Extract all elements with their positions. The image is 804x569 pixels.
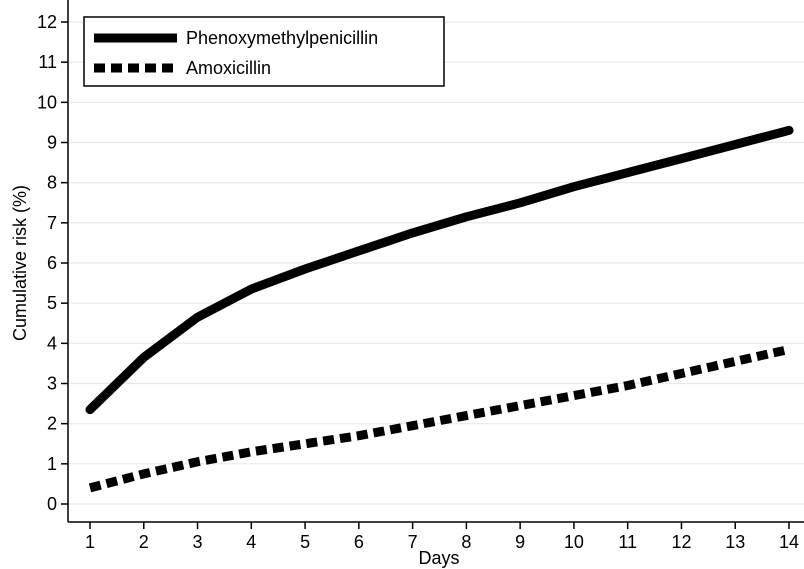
y-tick-label-4: 4: [47, 333, 57, 353]
series-line-amoxicillin: [88, 345, 790, 493]
legend-label-amoxicillin: Amoxicillin: [186, 58, 271, 78]
x-tick-label-4: 4: [246, 532, 256, 552]
legend: Phenoxymethylpenicillin Amoxicillin: [83, 16, 445, 87]
x-tick-label-8: 8: [461, 532, 471, 552]
y-tick-label-7: 7: [47, 213, 57, 233]
x-tick-label-1: 1: [85, 532, 95, 552]
y-tick-label-9: 9: [47, 133, 57, 153]
y-tick-label-10: 10: [37, 92, 57, 112]
x-tick-label-10: 10: [564, 532, 584, 552]
y-tick-label-11: 11: [38, 52, 57, 72]
y-tick-label-2: 2: [47, 414, 57, 434]
x-axis-title: Days: [418, 548, 459, 568]
x-tick-label-2: 2: [139, 532, 149, 552]
legend-label-phenoxymethylpenicillin: Phenoxymethylpenicillin: [186, 28, 378, 48]
x-tick-label-6: 6: [354, 532, 364, 552]
y-tick-label-8: 8: [47, 173, 57, 193]
x-axis-ticks: 1 2 3 4 5 6 7 8 9 10 11 12 13 14: [85, 522, 799, 552]
x-tick-label-9: 9: [515, 532, 525, 552]
x-tick-label-7: 7: [408, 532, 418, 552]
y-tick-label-0: 0: [47, 494, 57, 514]
gridlines: [68, 21, 804, 505]
axes: [67, 0, 804, 523]
series-line-phenoxymethylpenicillin: [85, 125, 794, 415]
x-tick-label-11: 11: [618, 532, 637, 552]
y-tick-label-1: 1: [47, 454, 57, 474]
x-tick-label-14: 14: [779, 532, 799, 552]
y-tick-label-5: 5: [47, 293, 57, 313]
y-axis-title: Cumulative risk (%): [10, 185, 30, 341]
x-tick-label-12: 12: [671, 532, 691, 552]
y-tick-label-3: 3: [47, 374, 57, 394]
data-series: [85, 125, 794, 493]
y-tick-label-12: 12: [37, 12, 57, 32]
y-tick-label-6: 6: [47, 253, 57, 273]
x-tick-label-5: 5: [300, 532, 310, 552]
x-tick-label-13: 13: [725, 532, 745, 552]
x-tick-label-3: 3: [193, 532, 203, 552]
legend-box: [83, 16, 445, 87]
